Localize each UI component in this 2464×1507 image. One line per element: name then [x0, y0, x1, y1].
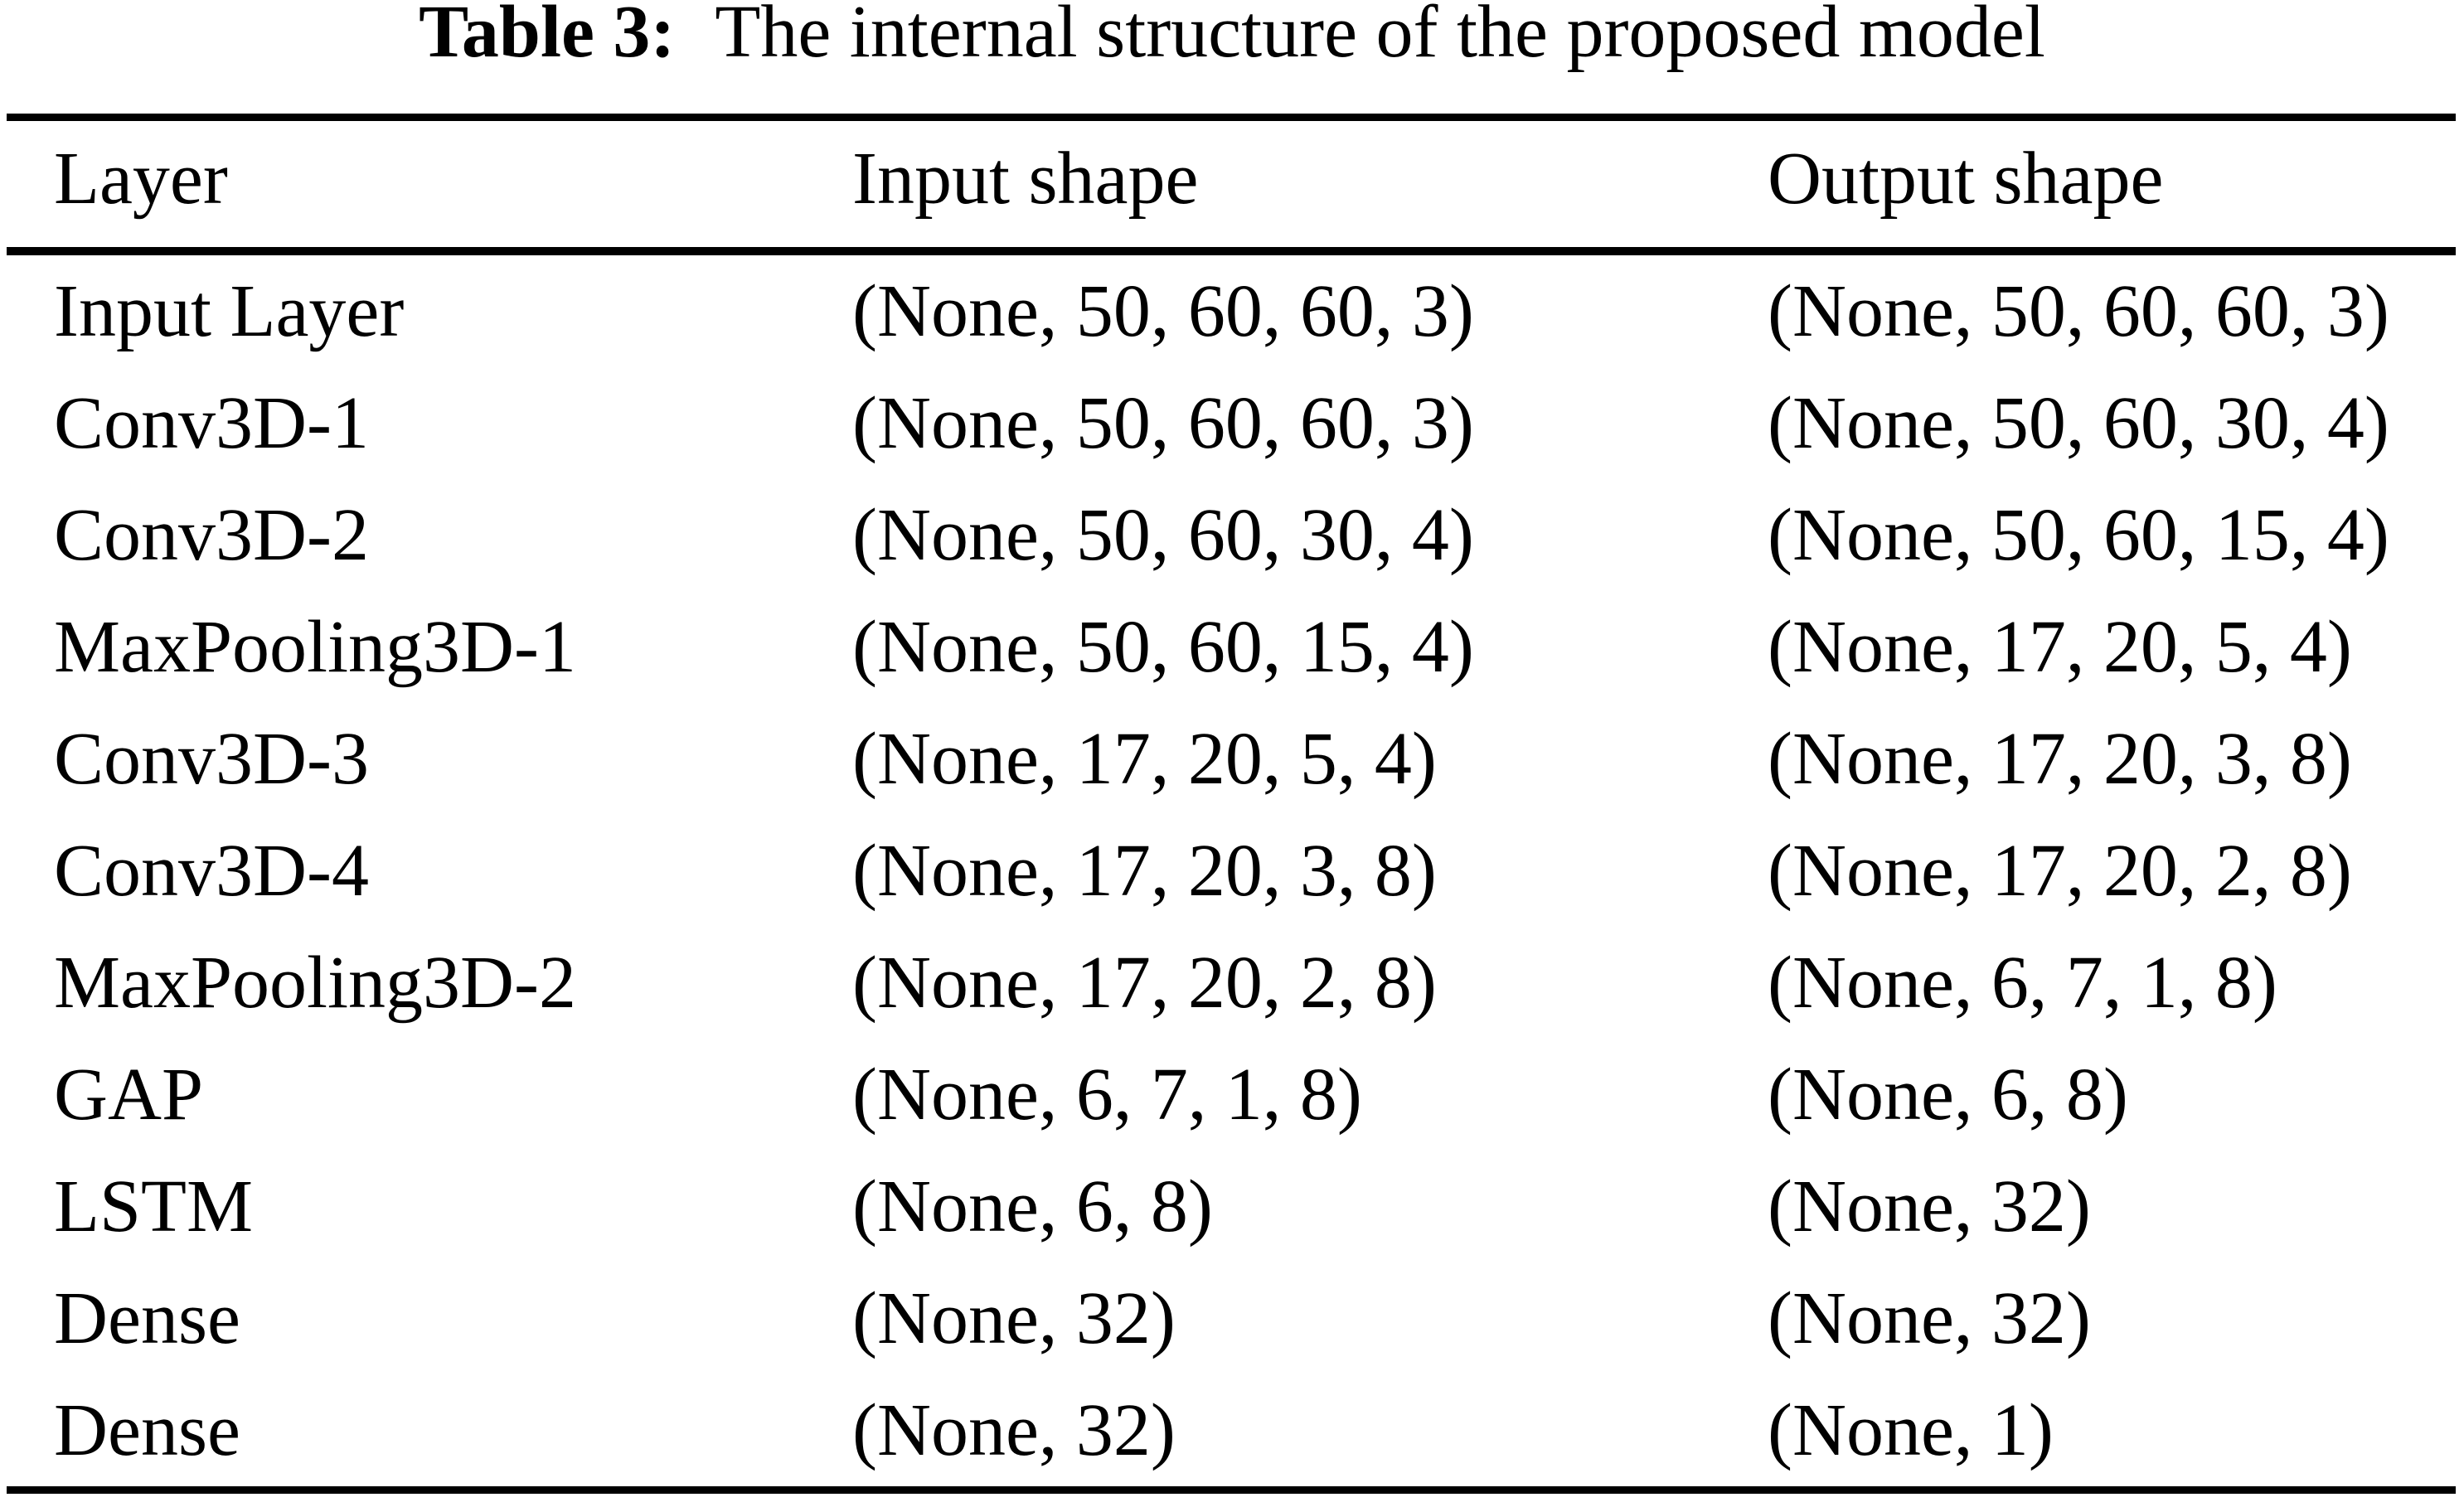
cell-output-shape: (None, 32) — [1768, 1277, 2091, 1359]
cell-input-shape: (None, 6, 8) — [852, 1165, 1213, 1248]
cell-input-shape: (None, 17, 20, 2, 8) — [852, 942, 1437, 1024]
cell-output-shape: (None, 17, 20, 2, 8) — [1768, 830, 2352, 912]
cell-input-shape: (None, 50, 60, 15, 4) — [852, 606, 1474, 688]
column-header-input-shape: Input shape — [852, 114, 1768, 255]
table-row: Conv3D-2 (None, 50, 60, 30, 4) (None, 50… — [7, 479, 2456, 591]
table-row: GAP (None, 6, 7, 1, 8) (None, 6, 8) — [7, 1039, 2456, 1151]
cell-layer: Dense — [7, 1374, 852, 1494]
cell-input-shape: (None, 17, 20, 5, 4) — [852, 718, 1437, 800]
cell-input-shape: (None, 6, 7, 1, 8) — [852, 1054, 1362, 1136]
cell-output-shape: (None, 50, 60, 15, 4) — [1768, 494, 2389, 576]
cell-input-shape: (None, 17, 20, 3, 8) — [852, 830, 1437, 912]
column-header-layer: Layer — [7, 114, 852, 255]
header-row: Layer Input shape Output shape — [7, 114, 2456, 255]
caption-text: The internal structure of the proposed m… — [715, 0, 2045, 73]
cell-output-shape: (None, 6, 8) — [1768, 1054, 2128, 1136]
cell-output-shape: (None, 1) — [1768, 1374, 2456, 1494]
cell-input-shape: (None, 32) — [852, 1277, 1176, 1359]
cell-layer: Input Layer — [54, 270, 405, 352]
table-row: Dense (None, 32) (None, 1) — [7, 1374, 2456, 1494]
cell-input-shape: (None, 32) — [852, 1374, 1768, 1494]
cell-output-shape: (None, 32) — [1768, 1165, 2091, 1248]
layers-table: Layer Input shape Output shape Input Lay… — [7, 114, 2456, 1494]
cell-output-shape: (None, 17, 20, 3, 8) — [1768, 718, 2352, 800]
cell-layer: Conv3D-2 — [54, 494, 369, 576]
cell-layer: GAP — [54, 1054, 204, 1136]
cell-layer: LSTM — [54, 1165, 254, 1248]
column-header-output-shape: Output shape — [1768, 114, 2456, 255]
table-row: LSTM (None, 6, 8) (None, 32) — [7, 1151, 2456, 1262]
cell-layer: Conv3D-3 — [54, 718, 369, 800]
cell-output-shape: (None, 6, 7, 1, 8) — [1768, 942, 2277, 1024]
table-row: Conv3D-3 (None, 17, 20, 5, 4) (None, 17,… — [7, 703, 2456, 815]
cell-layer: MaxPooling3D-2 — [54, 942, 576, 1024]
cell-output-shape: (None, 17, 20, 5, 4) — [1768, 606, 2352, 688]
cell-output-shape: (None, 50, 60, 30, 4) — [1768, 382, 2389, 464]
table-row: Conv3D-1 (None, 50, 60, 60, 3) (None, 50… — [7, 367, 2456, 479]
cell-layer: MaxPooling3D-1 — [54, 606, 576, 688]
cell-layer: Conv3D-1 — [54, 382, 369, 464]
table-row: Dense (None, 32) (None, 32) — [7, 1262, 2456, 1374]
table-row: Input Layer (None, 50, 60, 60, 3) (None,… — [7, 251, 2456, 367]
caption-label: Table 3: — [419, 0, 676, 73]
cell-output-shape: (None, 50, 60, 60, 3) — [1768, 270, 2389, 352]
cell-input-shape: (None, 50, 60, 30, 4) — [852, 494, 1474, 576]
cell-input-shape: (None, 50, 60, 60, 3) — [852, 270, 1474, 352]
table-row: MaxPooling3D-1 (None, 50, 60, 15, 4) (No… — [7, 591, 2456, 703]
table-row: MaxPooling3D-2 (None, 17, 20, 2, 8) (Non… — [7, 927, 2456, 1039]
table-row: Conv3D-4 (None, 17, 20, 3, 8) (None, 17,… — [7, 815, 2456, 927]
table-caption: Table 3: The internal structure of the pr… — [0, 0, 2464, 73]
cell-layer: Conv3D-4 — [54, 830, 369, 912]
cell-input-shape: (None, 50, 60, 60, 3) — [852, 382, 1474, 464]
cell-layer: Dense — [54, 1277, 240, 1359]
